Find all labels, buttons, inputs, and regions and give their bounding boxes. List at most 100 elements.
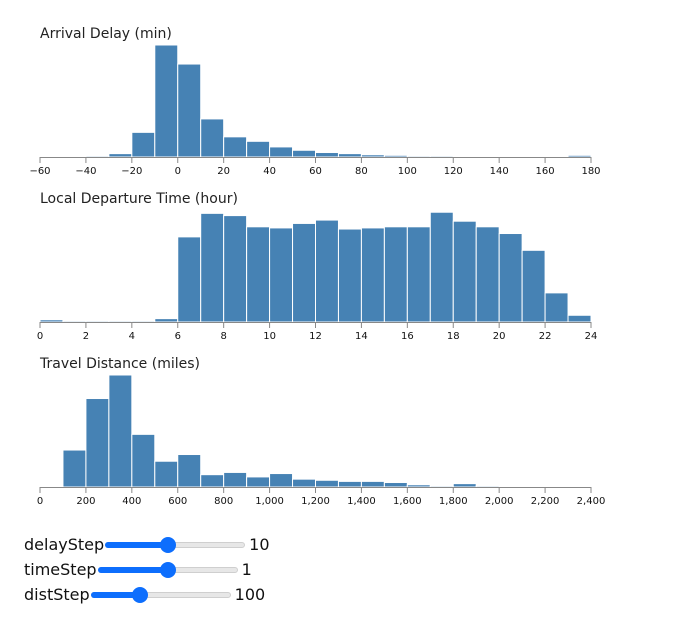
x-tick-label: 60 — [309, 166, 322, 177]
histogram-bar — [246, 476, 271, 488]
x-tick-label: 140 — [490, 166, 509, 177]
dist-step-control: distStep 100 — [24, 582, 270, 607]
delay-step-slider[interactable] — [105, 536, 246, 553]
histogram-bar — [269, 473, 294, 488]
histogram-bar — [269, 146, 294, 158]
histogram-bar — [62, 320, 87, 323]
histogram-bar — [406, 484, 431, 488]
x-tick-label: 2,000 — [485, 496, 514, 507]
histogram-bar — [452, 220, 477, 323]
histogram-bar — [292, 149, 316, 158]
histogram-bar — [567, 314, 592, 323]
chart-title-travel-distance: Travel Distance (miles) — [39, 356, 200, 372]
histogram-bar — [429, 155, 454, 158]
histogram-bar — [521, 249, 546, 323]
histogram-bar — [39, 155, 64, 158]
x-tick-label: 16 — [401, 331, 414, 342]
dist-step-slider[interactable] — [90, 586, 231, 603]
histogram-bar — [108, 374, 133, 488]
dist-step-label: distStep — [24, 585, 90, 604]
slider-thumb[interactable] — [159, 561, 176, 578]
x-tick-label: 8 — [220, 331, 226, 342]
histogram-bar — [315, 479, 339, 488]
x-tick-label: 22 — [539, 331, 552, 342]
histogram-bar — [39, 319, 64, 323]
x-tick-label: 120 — [444, 166, 463, 177]
histogram-bar — [360, 154, 385, 158]
histogram-bar — [292, 222, 316, 323]
x-tick-label: 0 — [175, 166, 181, 177]
travel-distance-chart: Travel Distance (miles) 0 200 400 600 800 1,0… — [37, 356, 606, 507]
x-tick-label: 1,000 — [255, 496, 284, 507]
x-tick-label: 12 — [309, 331, 322, 342]
histogram-bar — [360, 480, 385, 488]
x-tick-label: 600 — [168, 496, 187, 507]
slider-fill — [105, 541, 169, 548]
histogram-bar — [337, 228, 362, 323]
histogram-bar — [429, 485, 454, 488]
x-tick-label: 80 — [355, 166, 368, 177]
histogram-bar — [315, 219, 339, 323]
histogram-bar — [429, 211, 454, 323]
time-step-value: 1 — [241, 560, 252, 579]
histogram-bar — [131, 320, 156, 323]
time-step-slider[interactable] — [97, 561, 238, 578]
slider-fill — [90, 591, 140, 598]
histogram-bar — [223, 471, 248, 488]
histogram-bar — [475, 485, 500, 488]
x-tick-label: 40 — [263, 166, 276, 177]
histogram-bar — [383, 482, 408, 488]
histogram-bar — [383, 226, 408, 323]
histogram-bar — [521, 155, 546, 158]
x-tick-label: 14 — [355, 331, 368, 342]
slider-thumb[interactable] — [160, 536, 177, 553]
x-tick-label: 400 — [122, 496, 141, 507]
histogram-bar — [131, 131, 156, 158]
x-tick-label: 200 — [76, 496, 95, 507]
histogram-bar — [406, 226, 431, 323]
histogram-bar — [360, 227, 385, 323]
x-tick-label: 10 — [263, 331, 276, 342]
histogram-bar — [406, 155, 431, 158]
histogram-bar — [154, 460, 179, 488]
slider-thumb[interactable] — [131, 586, 148, 603]
histogram-bar — [315, 152, 339, 158]
histogram-bar — [383, 154, 408, 158]
histogram-bar — [337, 480, 362, 488]
histogram-bar — [85, 320, 110, 323]
histogram-bar — [475, 155, 500, 158]
x-tick-label: −60 — [29, 166, 50, 177]
histogram-bar — [544, 485, 569, 488]
histogram-bar — [62, 449, 87, 488]
x-tick-label: 2,400 — [577, 496, 606, 507]
dist-step-value: 100 — [234, 585, 266, 604]
histogram-bar — [544, 292, 569, 323]
histogram-bar — [154, 44, 179, 158]
chart-title-arrival-delay: Arrival Delay (min) — [40, 26, 172, 42]
x-tick-label: −40 — [75, 166, 96, 177]
histograms: Arrival Delay (min) −60 −40 −20 0 20 40 60 80 10… — [29, 26, 606, 507]
x-tick-label: 800 — [214, 496, 233, 507]
histogram-bar — [177, 63, 202, 158]
histogram-bar — [154, 318, 179, 323]
x-tick-label: 180 — [581, 166, 600, 177]
chart-title-departure-time: Local Departure Time (hour) — [40, 191, 238, 207]
histogram-bar — [521, 485, 546, 488]
histogram-bar — [108, 153, 133, 158]
histogram-bar — [131, 433, 156, 488]
departure-time-chart: Local Departure Time (hour) 0 2 4 6 8 10 12 14 1… — [37, 191, 598, 342]
time-step-control: timeStep 1 — [24, 557, 270, 582]
histogram-bar — [498, 155, 523, 158]
histogram-bar — [337, 153, 362, 158]
x-tick-label: 1,200 — [301, 496, 330, 507]
x-tick-label: 20 — [493, 331, 506, 342]
x-tick-label: 2,200 — [531, 496, 560, 507]
histogram-bar — [200, 118, 225, 158]
x-tick-label: 2 — [83, 331, 89, 342]
histogram-bar — [108, 320, 133, 323]
histogram-bar — [246, 226, 271, 323]
histogram-bar — [452, 155, 477, 158]
histogram-bar — [498, 233, 523, 323]
x-tick-label: 4 — [129, 331, 135, 342]
histogram-bar — [177, 236, 202, 323]
